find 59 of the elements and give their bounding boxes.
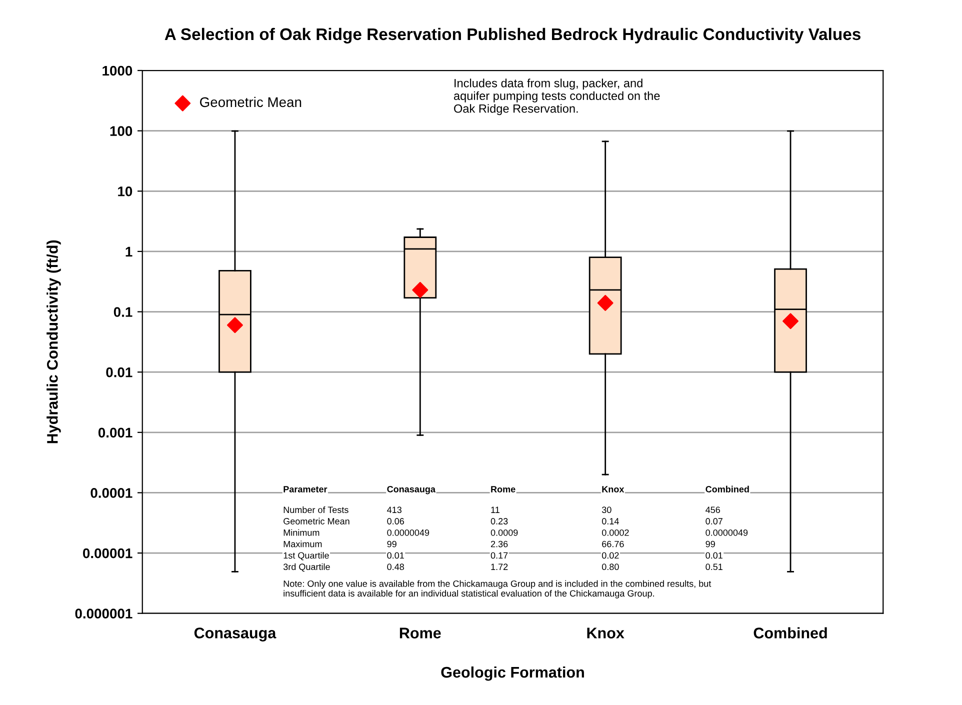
annotation: 0.0009	[490, 529, 518, 536]
annotation: 0.17	[490, 552, 508, 559]
y-tick-label: 0.0001	[90, 488, 132, 498]
annotation: Parameter	[284, 486, 328, 492]
y-tick-label: 1	[126, 246, 132, 256]
y-tick-label: 1000	[102, 66, 132, 76]
annotation: Includes data from slug, packer, and aquifer pumping tests conducted on the Oak Ridge Reservation.	[454, 78, 660, 116]
annotation: 0.0000049	[706, 529, 748, 536]
annotation: 0.06	[387, 518, 404, 524]
y-tick-label: 0.1	[114, 307, 132, 317]
annotation: 0.23	[490, 518, 508, 524]
annotation: 99	[387, 540, 396, 548]
annotation: Geometric Mean	[284, 518, 350, 524]
point	[226, 317, 243, 334]
annotation: Maximum	[284, 540, 322, 548]
annotation: Minimum	[284, 529, 320, 536]
annotation: 0.07	[706, 518, 722, 524]
x-tick-label: Knox	[587, 628, 624, 638]
annotation: 3rd Quartile	[283, 563, 330, 572]
annotation: 66.76	[602, 540, 624, 548]
point	[412, 282, 428, 298]
legend-label: Geometric Mean	[200, 96, 302, 108]
y-tick-label: 0.000001	[75, 608, 132, 619]
annotation: Conasauga	[387, 486, 436, 494]
annotation: 0.01	[706, 552, 722, 559]
annotation: 0.14	[602, 518, 619, 524]
annotation: 0.51	[706, 564, 722, 570]
annotation: 0.02	[602, 552, 619, 559]
point	[597, 294, 614, 311]
y-tick-label: 10	[118, 186, 132, 196]
annotation: Knox	[602, 486, 624, 492]
annotation: Number of Tests	[284, 506, 348, 514]
y-tick-label: 0.01	[106, 367, 132, 378]
x-axis-title: Geologic Formation	[441, 666, 584, 681]
point	[782, 313, 798, 330]
x-tick-label: Conasauga	[194, 628, 276, 642]
annotation: Note: Only one value is available from the Chickamauga Group and is included in the combined results, but insufficient data is available for an individual statistical evaluation of the Chickamauga Group.	[284, 580, 712, 598]
annotation: 456	[706, 506, 720, 514]
x-tick-label: Rome	[400, 628, 441, 638]
y-axis-title: Hydraulic Conductivity (ft/d)	[46, 240, 61, 444]
annotation: 2.36	[490, 540, 508, 548]
annotation: 1.72	[491, 564, 508, 570]
annotation: Rome	[491, 486, 516, 492]
annotation: 1st Quartile	[284, 552, 329, 560]
chart-title: A Selection of Oak Ridge Reservation Published Bedrock Hydraulic Conductivity Values	[164, 28, 860, 44]
annotation: 413	[387, 506, 402, 514]
y-tick-label: 0.00001	[83, 548, 132, 558]
annotation: 0.01	[387, 552, 404, 559]
annotation: Combined	[706, 486, 749, 492]
annotation: 0.0002	[602, 529, 629, 536]
x-tick-label: Combined	[754, 627, 827, 638]
annotation: 0.80	[602, 564, 619, 570]
annotation: 30	[602, 506, 612, 514]
annotation: 11	[491, 506, 500, 513]
y-tick-label: 0.001	[98, 428, 132, 438]
annotation: 99	[706, 540, 715, 548]
annotation: 0.0000049	[387, 529, 430, 536]
y-tick-label: 100	[110, 126, 132, 136]
annotation: 0.48	[387, 564, 404, 570]
